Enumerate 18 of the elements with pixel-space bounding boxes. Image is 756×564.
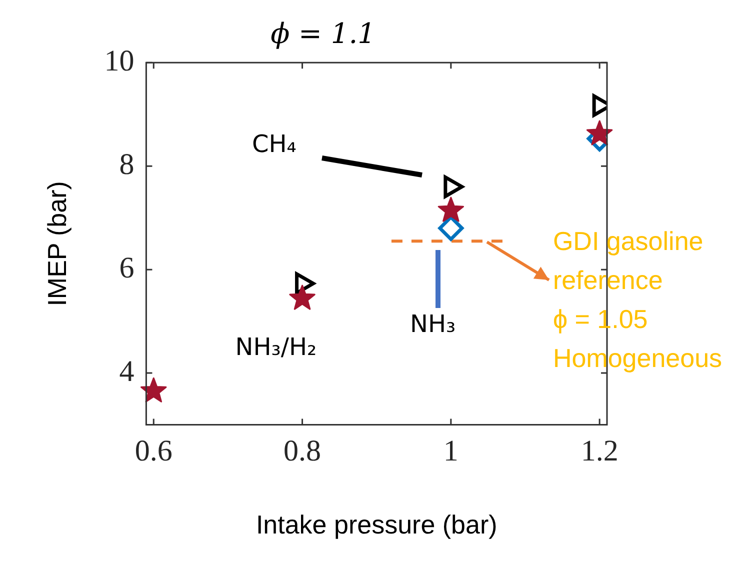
chart-title: ϕ = 1.1	[270, 17, 376, 50]
annotation: NH₃/H₂	[235, 332, 317, 361]
x-axis-title: Intake pressure (bar)	[256, 510, 498, 540]
point	[140, 377, 167, 402]
x-tick-label: 1.2	[580, 434, 618, 468]
y-tick-label: 10	[104, 44, 134, 78]
x-tick-label: 1	[443, 434, 458, 468]
annotation: NH₃	[410, 310, 456, 338]
x-tick-label: 0.8	[284, 434, 322, 468]
point	[586, 120, 613, 146]
y-tick-label: 6	[119, 251, 134, 284]
x-tick-label: 0.6	[134, 434, 172, 468]
point	[438, 196, 464, 222]
annotation: CH₄	[252, 130, 296, 158]
y-tick-label: 4	[119, 354, 134, 388]
y-axis-title: IMEP (bar)	[42, 181, 72, 306]
y-tick-label: 8	[119, 148, 134, 181]
point	[289, 284, 316, 310]
